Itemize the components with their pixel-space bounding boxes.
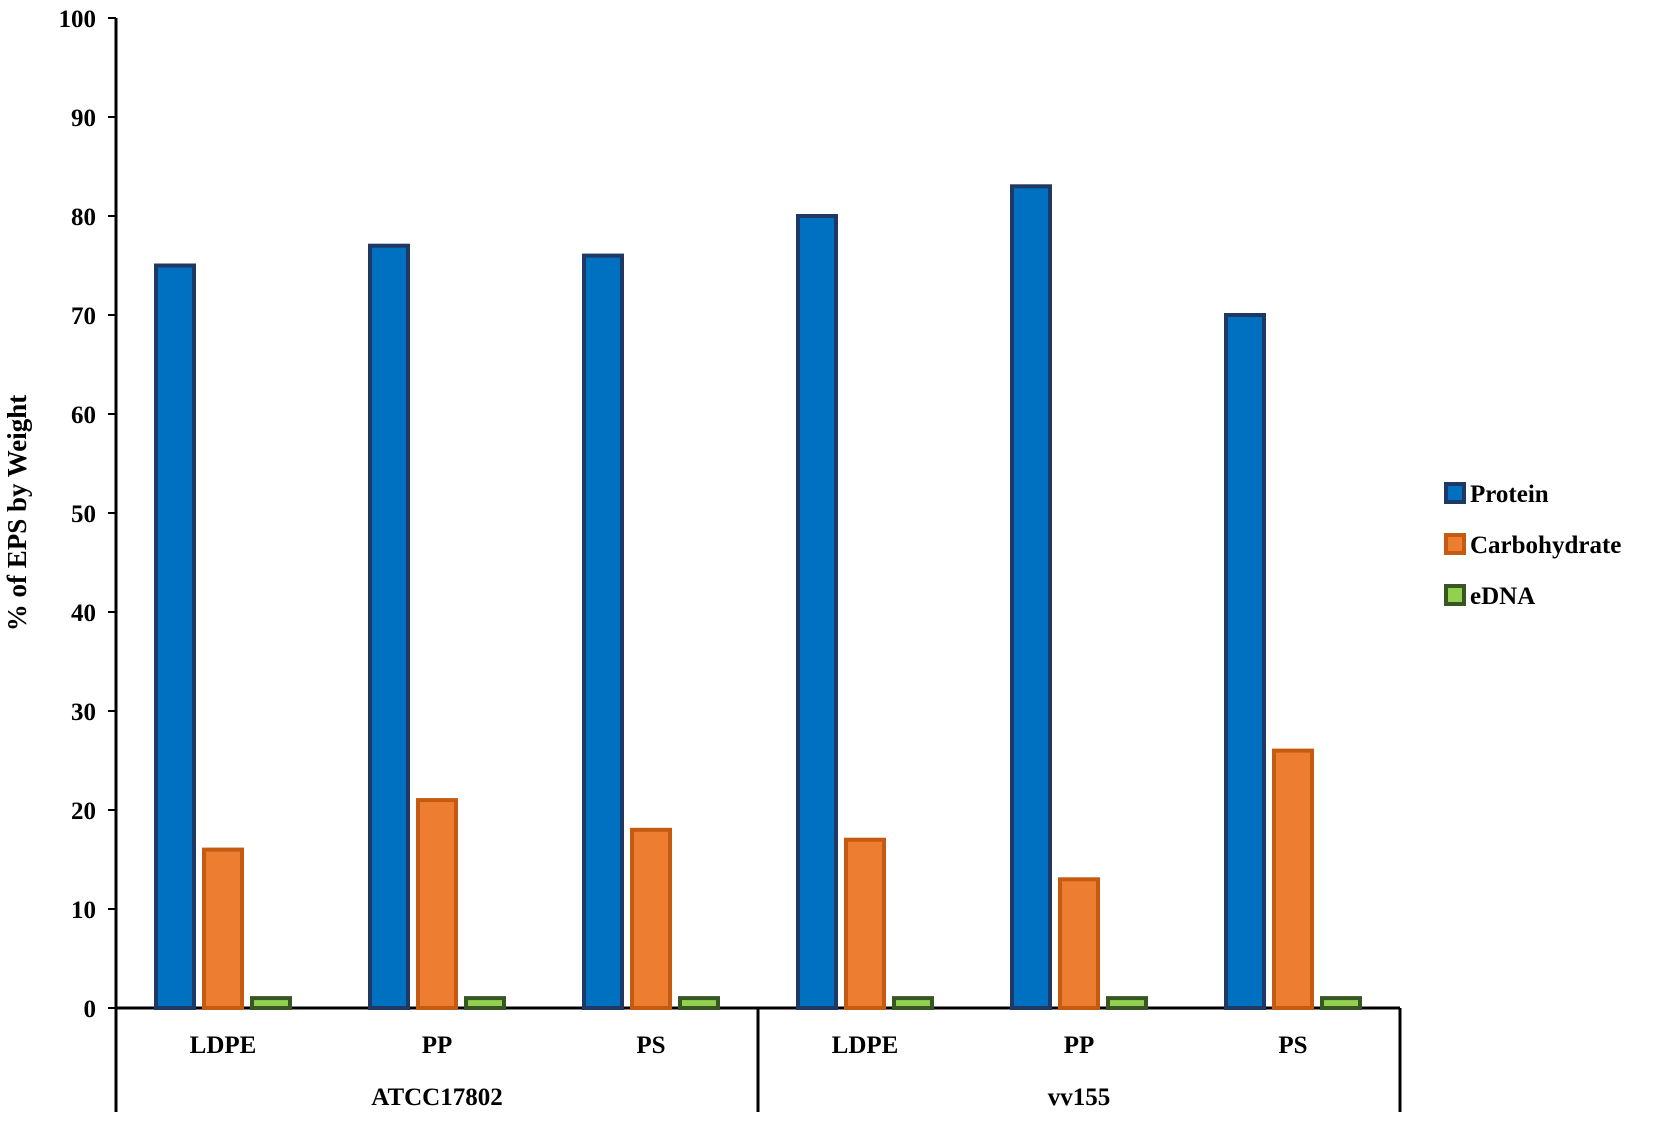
category-label: PP: [1064, 1032, 1095, 1059]
bar-edna: [464, 996, 506, 1010]
bar-edna: [1106, 996, 1148, 1010]
bar-edna: [892, 996, 934, 1010]
category-label: LDPE: [832, 1032, 899, 1059]
bar-edna: [1320, 996, 1362, 1010]
bar-carbohydrate: [1058, 877, 1100, 1010]
bar-edna: [250, 996, 292, 1010]
legend-label: Carbohydrate: [1470, 532, 1621, 559]
category-label: PP: [422, 1032, 453, 1059]
group-label: ATCC17802: [371, 1084, 502, 1111]
bar-protein: [1224, 313, 1266, 1010]
bar-carbohydrate: [630, 827, 672, 1010]
category-labels: LDPE PP PS LDPE PP PS ATCC17802 vv155: [190, 1032, 1308, 1111]
bar-protein: [1010, 184, 1052, 1011]
y-tick-label: 20: [71, 798, 96, 825]
y-tick-label: 10: [71, 897, 96, 924]
y-tick-label: 90: [71, 105, 96, 132]
bar-carbohydrate: [416, 798, 458, 1010]
legend: Protein Carbohydrate eDNA: [1444, 481, 1621, 610]
y-tick-label: 100: [59, 6, 97, 33]
bar-protein: [368, 243, 410, 1010]
legend-label: Protein: [1470, 481, 1549, 508]
y-tick-label: 50: [71, 501, 96, 528]
y-tick-label: 80: [71, 204, 96, 231]
group-label: vv155: [1048, 1084, 1111, 1111]
y-tick-label: 0: [84, 996, 97, 1023]
bar-protein: [582, 253, 624, 1011]
category-label: LDPE: [190, 1032, 257, 1059]
legend-label: eDNA: [1470, 583, 1535, 610]
y-axis-title: % of EPS by Weight: [2, 395, 32, 632]
axes: [114, 18, 1402, 1112]
y-tick-label: 70: [71, 303, 96, 330]
y-ticks: 0 10 20 30 40 50 60 70 80 90 100: [59, 6, 116, 1023]
bars: [154, 184, 1362, 1011]
legend-swatch-carbohydrate: [1444, 533, 1466, 555]
bar-carbohydrate: [1272, 748, 1314, 1010]
bar-carbohydrate: [844, 837, 886, 1011]
category-label: PS: [636, 1032, 665, 1059]
bar-carbohydrate: [202, 847, 244, 1010]
bar-edna: [678, 996, 720, 1010]
y-tick-label: 40: [71, 600, 96, 627]
legend-swatch-protein: [1444, 482, 1466, 504]
y-tick-label: 60: [71, 402, 96, 429]
legend-swatch-edna: [1444, 584, 1466, 606]
y-tick-label: 30: [71, 699, 96, 726]
bar-protein: [154, 263, 196, 1010]
category-label: PS: [1278, 1032, 1307, 1059]
bar-protein: [796, 214, 838, 1010]
